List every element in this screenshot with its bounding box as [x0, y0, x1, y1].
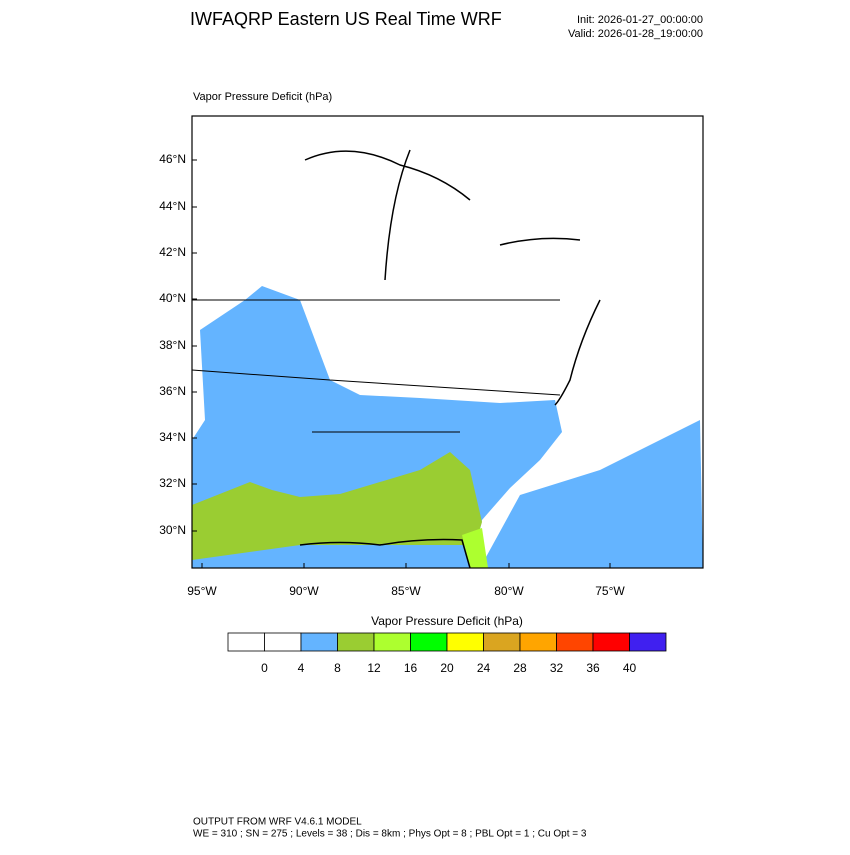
colorbar-label: 28	[513, 661, 527, 675]
lon-label: 85°W	[391, 584, 421, 598]
footer-line: WE = 310 ; SN = 275 ; Levels = 38 ; Dis …	[193, 829, 587, 840]
colorbar-swatch	[373, 632, 411, 652]
lon-label: 80°W	[494, 584, 524, 598]
region-4-8	[480, 420, 703, 568]
colorbar-swatch	[410, 632, 448, 652]
region-12-16	[462, 528, 488, 568]
map-title: Vapor Pressure Deficit (hPa)	[193, 91, 332, 103]
lat-label: 38°N	[159, 338, 186, 352]
lat-label: 46°N	[159, 152, 186, 166]
coastline	[299, 149, 601, 569]
colorbar-label: 32	[550, 661, 564, 675]
lat-label: 30°N	[159, 523, 186, 537]
valid-time: Valid: 2026-01-28_19:00:00	[568, 28, 703, 40]
colorbar-swatch	[300, 632, 338, 652]
lat-label: 44°N	[159, 199, 186, 213]
colorbar-swatch	[629, 632, 667, 652]
footer-line: OUTPUT FROM WRF V4.6.1 MODEL	[193, 817, 362, 828]
colorbar-swatch	[519, 632, 557, 652]
state-borders	[191, 299, 561, 433]
colorbar-swatch	[264, 632, 302, 652]
lat-label: 34°N	[159, 430, 186, 444]
colorbar-swatch	[446, 632, 484, 652]
lat-label: 42°N	[159, 245, 186, 259]
colorbar-label: 40	[623, 661, 637, 675]
colorbar-label: 4	[298, 661, 305, 675]
lon-label: 75°W	[595, 584, 625, 598]
colorbar-swatch	[483, 632, 521, 652]
lon-label: 95°W	[187, 584, 217, 598]
colorbar-label: 16	[404, 661, 418, 675]
colorbar-swatch	[337, 632, 375, 652]
colorbar-label: 36	[586, 661, 600, 675]
colorbar-title: Vapor Pressure Deficit (hPa)	[371, 614, 523, 628]
lon-label: 90°W	[289, 584, 319, 598]
colorbar-label: 20	[440, 661, 454, 675]
colorbar-label: 12	[367, 661, 381, 675]
region-8-12	[192, 452, 482, 560]
colorbar-label: 24	[477, 661, 491, 675]
colorbar-label: 8	[334, 661, 341, 675]
lat-label: 36°N	[159, 384, 186, 398]
colorbar-swatch	[592, 632, 630, 652]
title: IWFAQRP Eastern US Real Time WRF	[190, 9, 502, 29]
lat-label: 40°N	[159, 291, 186, 305]
lat-label: 32°N	[159, 476, 186, 490]
map-frame	[191, 115, 704, 569]
map	[191, 115, 704, 569]
colorbar-swatch	[556, 632, 594, 652]
colorbar-label: 0	[261, 661, 268, 675]
colorbar-swatch	[227, 632, 265, 652]
init-time: Init: 2026-01-27_00:00:00	[577, 14, 703, 26]
